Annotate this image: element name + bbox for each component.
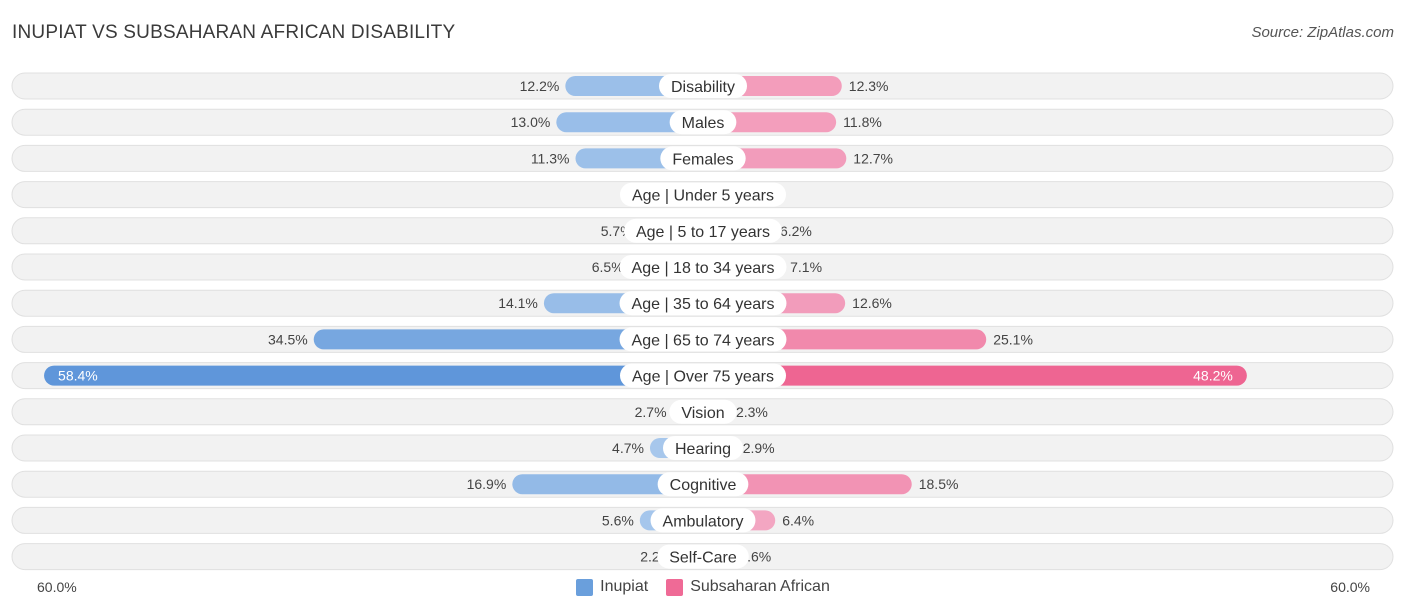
category-pill (657, 472, 749, 497)
row-age-18-to-34-years: 6.5% 7.1% Age | 18 to 34 years (11, 253, 1394, 281)
legend-label-inupiat: Inupiat (600, 578, 649, 595)
category-label: Cognitive (670, 477, 737, 494)
category-label: Age | Under 5 years (632, 188, 774, 205)
category-pill (669, 110, 737, 135)
row-cognitive: 16.9% 18.5% Cognitive (11, 470, 1394, 498)
value-label-inupiat: 58.4% (58, 368, 98, 384)
row-vision: 2.7% 2.3% Vision (11, 398, 1394, 426)
row-age-under-5-years: 3.7%1.3%Age | Under 5 years (11, 181, 1394, 209)
category-label: Self-Care (669, 550, 737, 567)
bar-inupiat (44, 365, 703, 386)
value-label-subsaharan-african: 12.6% (852, 295, 892, 311)
category-label: Age | 35 to 64 years (632, 296, 775, 313)
category-pill (623, 218, 783, 243)
row-disability: 12.2% 12.3% Disability (11, 72, 1394, 100)
bar-inupiat (556, 112, 703, 133)
row-ambulatory: 5.6% 6.4% Ambulatory (11, 506, 1394, 534)
axis-max-label: 60.0% (1330, 579, 1370, 595)
category-label: Ambulatory (663, 513, 744, 530)
category-pill (669, 399, 737, 424)
category-label: Hearing (675, 441, 731, 458)
value-label-subsaharan-african: 18.5% (919, 476, 959, 492)
category-pill (619, 291, 787, 316)
category-label: Age | 18 to 34 years (632, 260, 775, 277)
row-males: 13.0% 11.8% Males (11, 108, 1394, 136)
category-pill (619, 255, 787, 279)
bar-subsaharan-african (703, 474, 912, 495)
value-label-inupiat: 16.9% (467, 476, 507, 492)
value-label-inupiat: 6.5% (592, 259, 624, 275)
category-label: Males (682, 115, 725, 132)
category-pill (662, 436, 744, 460)
bar-subsaharan-african (703, 365, 1247, 386)
value-label-subsaharan-african: 6.4% (782, 512, 814, 528)
value-label-inupiat: 12.2% (520, 78, 560, 94)
category-pill (620, 363, 786, 388)
value-label-inupiat: 34.5% (268, 331, 308, 347)
category-pill (619, 327, 787, 352)
legend-item-subsaharan-african[interactable]: Subsaharan African (666, 578, 830, 596)
value-label-inupiat: 14.1% (498, 295, 538, 311)
chart-title: INUPIAT VS SUBSAHARAN AFRICAN DISABILITY (12, 22, 456, 43)
value-label-subsaharan-african: 2.3% (736, 404, 768, 420)
bar-inupiat (512, 474, 703, 495)
value-label-subsaharan-african: 12.3% (849, 78, 889, 94)
category-pill (657, 544, 749, 569)
row-self-care: 2.2% 2.6%Self-Care (11, 543, 1394, 571)
bar-subsaharan-african (703, 112, 837, 133)
legend-item-inupiat[interactable]: Inupiat (576, 578, 648, 596)
value-label-subsaharan-african: 11.8% (843, 114, 882, 130)
category-pill (658, 74, 748, 98)
legend: Inupiat Subsaharan African (0, 578, 1406, 596)
chart-canvas: 12.2% 12.3% Disability 13.0% 11.8% Males 11.3%… (11, 72, 1394, 571)
row-age-65-to-74-years: 34.5% 25.1% Age | 65 to 74 years (11, 325, 1394, 353)
axis-min-label: 60.0% (37, 579, 77, 595)
row-hearing: 4.7% 2.9% Hearing (11, 434, 1394, 462)
category-label: Age | 5 to 17 years (636, 224, 770, 241)
value-label-subsaharan-african: 6.2% (780, 223, 812, 239)
category-pill (650, 508, 756, 533)
category-label: Females (672, 151, 733, 168)
legend-swatch-inupiat (576, 578, 594, 596)
row-age-over-75-years: 58.4% 48.2% Age | Over 75 years (11, 362, 1394, 390)
category-label: Disability (671, 79, 735, 96)
value-label-subsaharan-african: 48.2% (1193, 368, 1233, 384)
row-age-5-to-17-years: 5.7% 6.2%Age | 5 to 17 years (11, 217, 1394, 245)
value-label-inupiat: 4.7% (612, 440, 644, 456)
value-label-subsaharan-african: 12.7% (853, 150, 893, 166)
row-females: 11.3% 12.7% Females (11, 144, 1394, 172)
source-note: Source: ZipAtlas.com (1251, 24, 1394, 41)
row-age-35-to-64-years: 14.1% 12.6% Age | 35 to 64 years (11, 289, 1394, 317)
value-label-subsaharan-african: 7.1% (790, 259, 822, 275)
value-label-subsaharan-african: 25.1% (993, 331, 1033, 347)
legend-label-subsaharan-african: Subsaharan African (690, 578, 830, 595)
category-label: Age | 65 to 74 years (632, 332, 775, 349)
value-label-inupiat: 13.0% (511, 114, 551, 130)
bar-inupiat (313, 329, 703, 350)
value-label-inupiat: 2.7% (635, 404, 667, 420)
category-label: Age | Over 75 years (632, 369, 774, 386)
legend-swatch-subsaharan-african (666, 578, 684, 596)
value-label-inupiat: 11.3% (531, 150, 570, 166)
category-pill (660, 146, 746, 171)
value-label-inupiat: 5.6% (602, 512, 634, 528)
category-pill (619, 182, 787, 207)
value-label-subsaharan-african: 2.9% (743, 440, 775, 456)
category-label: Vision (681, 405, 724, 422)
